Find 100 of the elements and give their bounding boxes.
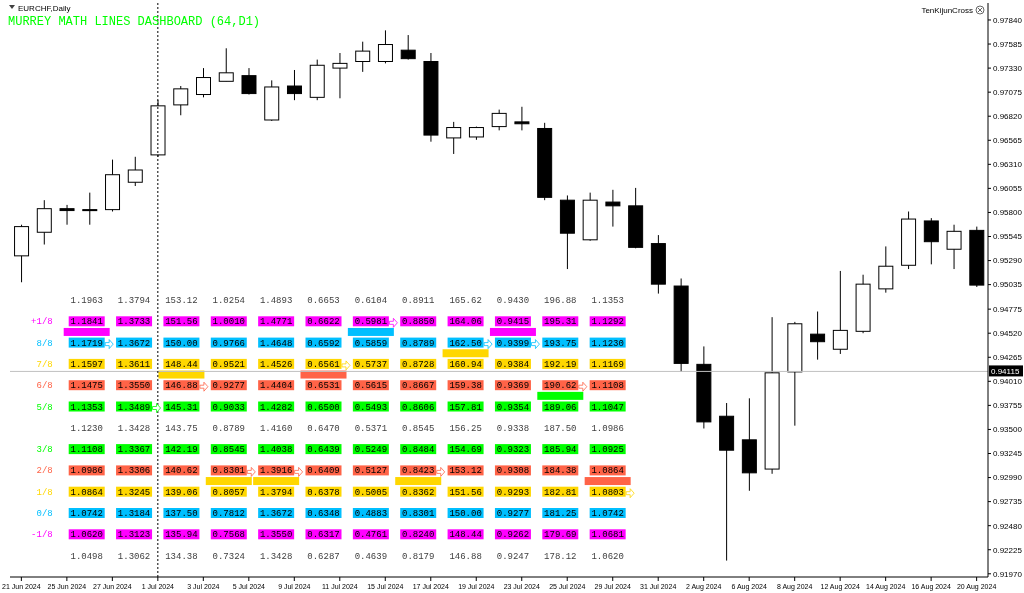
data-label: 0.9415 bbox=[496, 317, 530, 328]
data-label: 1.3611 bbox=[117, 359, 151, 370]
y-tick-label: 0.92735 bbox=[993, 497, 1023, 507]
candlestick bbox=[127, 156, 143, 187]
data-label: 1.0986 bbox=[70, 466, 103, 477]
candlestick bbox=[923, 217, 939, 265]
data-label: 1.0925 bbox=[591, 445, 624, 456]
y-tick-label: 0.92990 bbox=[993, 473, 1023, 483]
data-label: 0.9262 bbox=[496, 530, 530, 541]
data-label: 1.3184 bbox=[117, 509, 151, 519]
data-label: 0.4761 bbox=[354, 530, 388, 541]
candlestick bbox=[355, 41, 371, 73]
data-label: 1.1108 bbox=[70, 445, 103, 456]
data-label: 146.88 bbox=[449, 551, 482, 562]
data-label: 0.8057 bbox=[212, 487, 245, 498]
candlestick bbox=[218, 47, 234, 82]
data-label: 0.6622 bbox=[307, 317, 340, 328]
data-label: 1.3550 bbox=[117, 381, 151, 392]
data-label: 0.8728 bbox=[402, 359, 435, 370]
data-label: 0.8423 bbox=[402, 466, 435, 477]
data-label: 0.5371 bbox=[354, 423, 388, 434]
y-tick-label: 0.91970 bbox=[993, 569, 1023, 579]
data-label: 0.8484 bbox=[402, 445, 435, 456]
data-label: 150.00 bbox=[165, 338, 198, 349]
data-label: 0.8301 bbox=[212, 466, 245, 477]
data-label: 1.0742 bbox=[70, 509, 103, 519]
data-label: 142.19 bbox=[165, 445, 198, 456]
data-label: 0.6470 bbox=[307, 423, 340, 434]
y-tick-label: 1/8 bbox=[36, 487, 53, 498]
data-label: 0.9323 bbox=[496, 445, 530, 456]
data-label: 0.9369 bbox=[496, 381, 530, 392]
data-label: 1.1108 bbox=[591, 381, 624, 392]
candlestick bbox=[810, 311, 826, 361]
data-label: 0.6561 bbox=[307, 359, 340, 370]
data-label: 1.3916 bbox=[259, 466, 293, 477]
data-label: 178.12 bbox=[544, 551, 577, 562]
data-label: 187.50 bbox=[544, 423, 577, 434]
candlestick bbox=[286, 69, 302, 101]
y-tick-label: 0.97330 bbox=[993, 63, 1023, 73]
candlestick bbox=[36, 199, 52, 246]
data-label: 1.1841 bbox=[70, 317, 103, 328]
y-tick-label: 0.94265 bbox=[993, 353, 1023, 363]
y-tick-label: 0.95035 bbox=[993, 280, 1023, 290]
data-label: 156.25 bbox=[449, 423, 482, 434]
data-label: 140.62 bbox=[165, 466, 198, 477]
data-label: 190.62 bbox=[544, 381, 577, 392]
candlestick bbox=[946, 224, 962, 270]
data-label: 1.3489 bbox=[117, 402, 151, 413]
data-label: 0.6653 bbox=[307, 296, 340, 306]
data-label: 1.0498 bbox=[70, 551, 103, 562]
y-tick-label: 0.97840 bbox=[993, 15, 1023, 25]
data-label: 1.1719 bbox=[70, 338, 103, 349]
data-label: 1.3367 bbox=[117, 445, 151, 456]
data-label: 195.31 bbox=[544, 317, 577, 328]
data-label: 1.3550 bbox=[259, 530, 293, 541]
data-label: 0.4883 bbox=[354, 509, 388, 519]
data-label: 184.38 bbox=[544, 466, 577, 477]
candlestick bbox=[377, 29, 393, 64]
data-label: 0.6104 bbox=[354, 296, 388, 306]
data-label: 1.0620 bbox=[591, 551, 624, 562]
data-label: 182.81 bbox=[544, 487, 577, 498]
y-tick-label: 0.92225 bbox=[993, 545, 1023, 555]
data-label: 193.75 bbox=[544, 338, 577, 349]
data-label: 0.7812 bbox=[212, 509, 245, 519]
chart-title: MURREY MATH LINES DASHBOARD (64,D1) bbox=[8, 15, 261, 29]
data-label: 1.1353 bbox=[70, 402, 103, 413]
data-label: 0.8545 bbox=[402, 423, 435, 434]
data-label: 0.9766 bbox=[212, 338, 245, 349]
y-tick-label: 7/8 bbox=[36, 359, 53, 370]
y-tick-label: +1/8 bbox=[31, 317, 53, 328]
data-label: 0.9293 bbox=[496, 487, 530, 498]
candlestick bbox=[491, 109, 507, 131]
y-tick-label: 0.95800 bbox=[993, 208, 1023, 218]
data-label: 1.3062 bbox=[117, 551, 151, 562]
data-label: 0.6439 bbox=[307, 445, 340, 456]
data-label: 0.5981 bbox=[354, 317, 388, 328]
data-label: 0.9033 bbox=[212, 402, 245, 413]
candlestick bbox=[446, 121, 462, 155]
data-label: 137.50 bbox=[165, 509, 198, 519]
data-label: 0.5859 bbox=[354, 338, 388, 349]
data-label: 1.0010 bbox=[212, 317, 245, 328]
data-label: 0.8667 bbox=[402, 381, 435, 392]
y-tick-label: 3/8 bbox=[36, 445, 53, 456]
y-tick-label: 0.96310 bbox=[993, 160, 1023, 170]
data-label: 1.1597 bbox=[70, 359, 103, 370]
data-label: 1.1169 bbox=[591, 359, 624, 370]
candlestick bbox=[514, 106, 530, 131]
data-label: 0.8545 bbox=[212, 445, 245, 456]
data-label: 160.94 bbox=[449, 359, 482, 370]
y-tick-label: 0.93755 bbox=[993, 401, 1023, 411]
data-label: 1.3672 bbox=[259, 509, 293, 519]
data-label: 157.81 bbox=[449, 402, 482, 413]
data-label: 0.8240 bbox=[402, 530, 435, 541]
y-tick-label: 6/8 bbox=[36, 381, 53, 392]
y-tick-label: 2/8 bbox=[36, 466, 53, 477]
data-label: 1.0620 bbox=[70, 530, 103, 541]
data-label: 165.62 bbox=[449, 296, 482, 306]
data-label: 0.6592 bbox=[307, 338, 340, 349]
data-label: 146.88 bbox=[165, 381, 198, 392]
data-label: 0.6409 bbox=[307, 466, 340, 477]
